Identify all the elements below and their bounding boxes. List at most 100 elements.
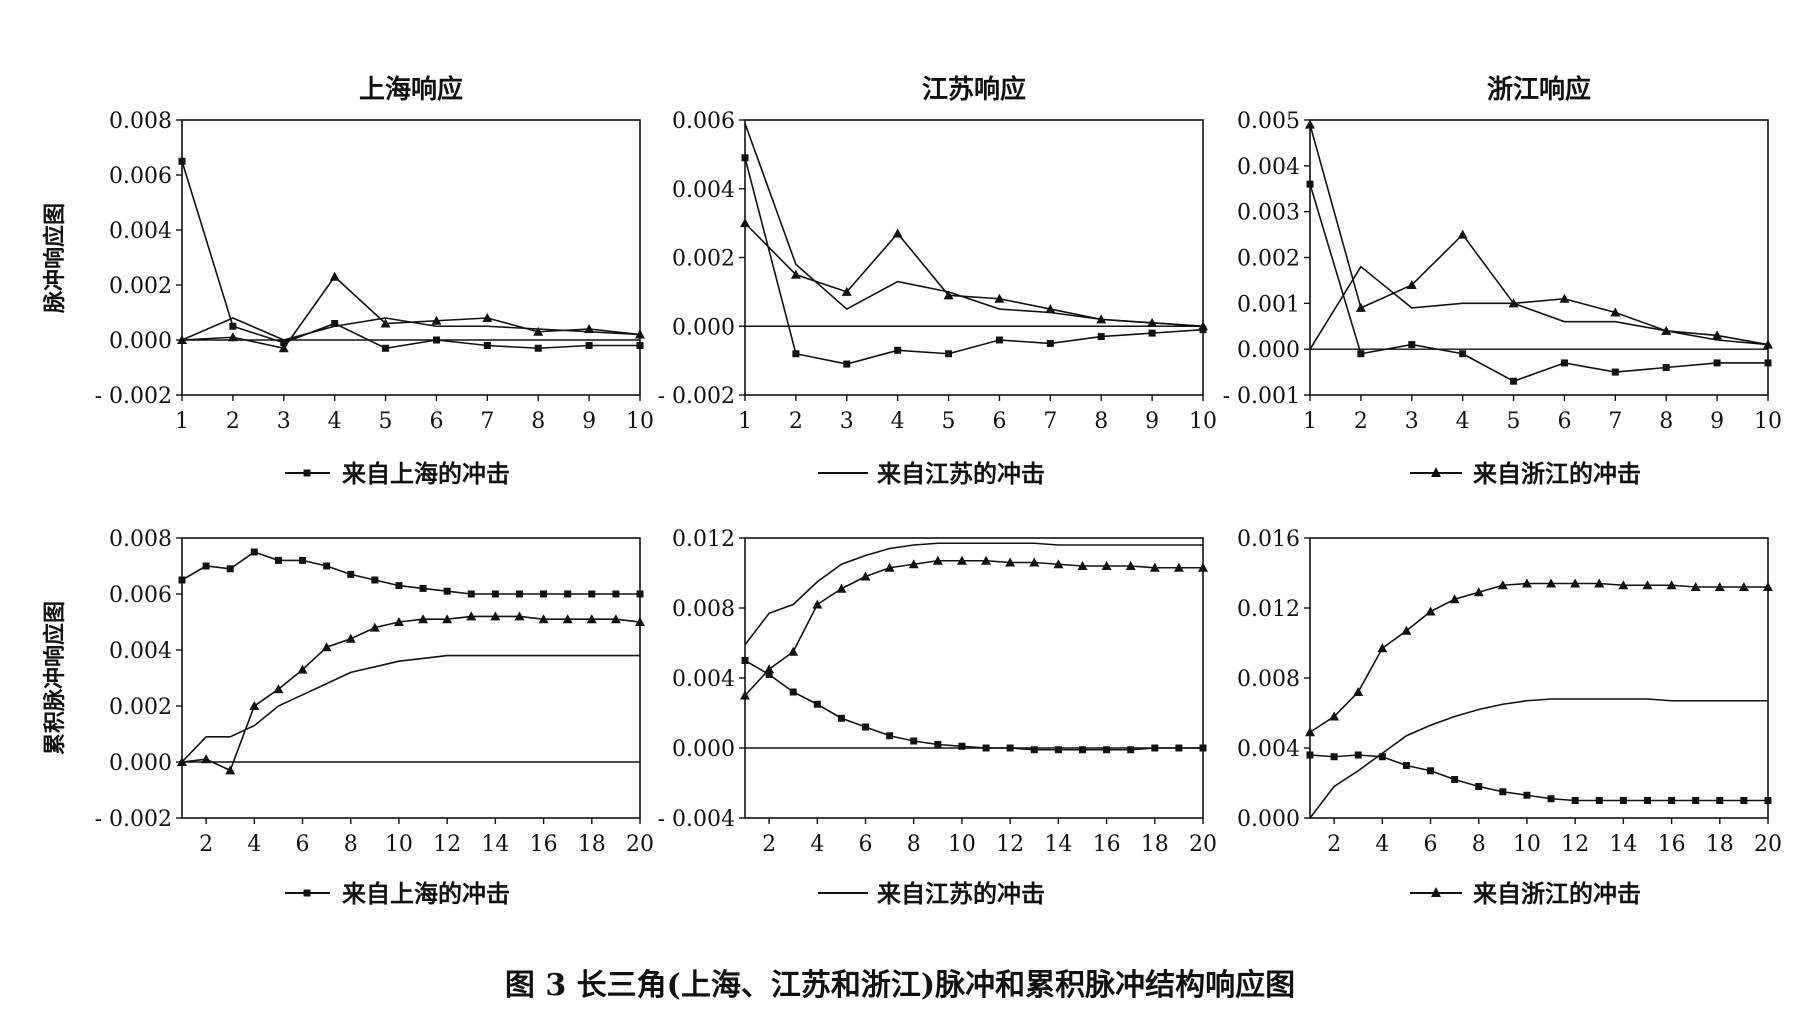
x-tick-label: 6 — [992, 409, 1006, 434]
data-point-shanghai — [1151, 744, 1159, 752]
x-tick-label: 9 — [582, 409, 596, 434]
y-tick-label: - 0.001 — [1223, 384, 1300, 409]
y-tick-label: 0.006 — [672, 109, 735, 134]
data-point-shanghai — [250, 548, 258, 556]
data-point-shanghai — [347, 570, 355, 578]
data-point-zhejiang — [380, 318, 391, 328]
data-point-zhejiang — [1712, 330, 1723, 340]
y-tick-label: 0.004 — [1237, 155, 1300, 180]
data-point-zhejiang — [790, 269, 801, 279]
data-point-zhejiang — [1101, 561, 1112, 570]
series-line-shanghai — [181, 551, 640, 595]
plot-frame — [744, 537, 1204, 819]
data-point-zhejiang — [1401, 625, 1412, 635]
x-tick-label: 6 — [1424, 832, 1438, 857]
data-point-shanghai — [1103, 746, 1111, 754]
data-point-zhejiang — [1198, 562, 1208, 572]
series-line-jiangsu — [181, 654, 640, 763]
x-tick-label: 2 — [1327, 832, 1341, 857]
data-point-shanghai — [299, 556, 307, 564]
data-point-zhejiang — [466, 611, 477, 621]
y-tick-label: 0.003 — [1237, 201, 1300, 226]
chart-panel-2: - 0.001 0.000 0.001 0.002 0.003 0.004 0.005 1 2 3… — [1223, 74, 1782, 434]
series-line-zhejiang — [181, 615, 641, 772]
data-point-zhejiang — [584, 324, 595, 333]
data-point-shanghai — [1764, 797, 1772, 804]
x-tick-label: 6 — [429, 409, 443, 434]
x-tick-label: 3 — [840, 409, 854, 434]
data-point-zhejiang — [635, 617, 645, 626]
series-line-shanghai — [1309, 183, 1768, 383]
series-line-shanghai — [1309, 754, 1768, 802]
data-point-zhejiang — [1029, 557, 1040, 567]
data-point-zhejiang — [1449, 594, 1460, 604]
x-tick-label: 3 — [1405, 409, 1419, 434]
legend-label-zhejiang-row1: 来自浙江的冲击 — [1473, 459, 1641, 488]
data-point-zhejiang — [1149, 562, 1160, 572]
data-point-zhejiang — [1198, 321, 1208, 331]
data-point-shanghai — [1716, 797, 1724, 804]
data-point-shanghai — [382, 344, 390, 352]
data-point-zhejiang — [369, 622, 380, 632]
y-tick-label: 0.012 — [672, 527, 735, 552]
chart-panel-3: - 0.002 0.000 0.002 0.004 0.006 0.008 2 4 6 8 10 12… — [95, 527, 654, 857]
y-tick-label: 0.004 — [109, 219, 172, 244]
data-point-shanghai — [323, 562, 331, 570]
y-tick-label: 0.002 — [1237, 247, 1300, 272]
data-point-zhejiang — [1457, 229, 1468, 239]
data-point-zhejiang — [1096, 314, 1107, 324]
data-point-zhejiang — [201, 754, 212, 764]
y-tick-label: 0.002 — [672, 247, 735, 272]
y-tick-label: - 0.002 — [658, 384, 735, 409]
data-point-shanghai — [636, 342, 644, 349]
data-point-zhejiang — [1355, 302, 1366, 312]
data-point-shanghai — [1054, 746, 1062, 754]
data-point-shanghai — [274, 556, 282, 564]
x-tick-label: 10 — [626, 409, 654, 434]
x-tick-label: 20 — [626, 832, 654, 857]
data-point-zhejiang — [442, 614, 453, 624]
data-point-zhejiang — [482, 313, 493, 322]
data-point-shanghai — [612, 590, 620, 598]
data-point-zhejiang — [431, 315, 442, 325]
data-point-shanghai — [432, 336, 440, 344]
x-tick-label: 12 — [1561, 832, 1589, 857]
series-line-zhejiang — [181, 275, 641, 350]
data-point-zhejiang — [635, 329, 645, 339]
x-tick-label: 5 — [1507, 409, 1521, 434]
data-point-zhejiang — [1642, 580, 1653, 590]
data-point-zhejiang — [812, 599, 823, 609]
row-label-cumulative: 累积脉冲响应图 — [42, 601, 68, 755]
y-tick-label: 0.004 — [672, 667, 735, 692]
data-point-shanghai — [540, 590, 548, 598]
x-tick-label: 7 — [480, 409, 494, 434]
x-tick-label: 3 — [277, 409, 291, 434]
y-tick-label: 0.000 — [672, 315, 735, 340]
data-point-zhejiang — [981, 555, 992, 565]
x-tick-label: 18 — [578, 832, 606, 857]
data-point-shanghai — [1378, 753, 1386, 761]
data-point-shanghai — [331, 320, 339, 327]
data-point-zhejiang — [1305, 727, 1315, 737]
legend-label-zhejiang-row2: 来自浙江的冲击 — [1473, 879, 1641, 908]
series-line-shanghai — [744, 157, 1204, 365]
data-point-zhejiang — [956, 555, 967, 565]
legend-shanghai-row1: 来自上海的冲击 — [285, 459, 510, 488]
data-point-zhejiang — [1594, 578, 1605, 588]
y-tick-label: 0.008 — [109, 527, 172, 552]
data-point-shanghai — [419, 584, 427, 592]
x-tick-label: 1 — [738, 409, 752, 434]
x-tick-label: 10 — [385, 832, 413, 857]
x-tick-label: 12 — [433, 832, 461, 857]
data-point-shanghai — [1127, 746, 1135, 754]
y-tick-label: 0.008 — [672, 597, 735, 622]
y-tick-label: 0.000 — [109, 751, 172, 776]
data-point-zhejiang — [273, 684, 284, 694]
y-tick-label: 0.006 — [109, 164, 172, 189]
data-point-zhejiang — [1305, 119, 1315, 129]
data-point-shanghai — [1713, 359, 1721, 367]
data-point-zhejiang — [884, 562, 895, 572]
data-point-zhejiang — [836, 583, 847, 593]
data-point-zhejiang — [1559, 293, 1570, 303]
x-tick-label: 2 — [226, 409, 240, 434]
